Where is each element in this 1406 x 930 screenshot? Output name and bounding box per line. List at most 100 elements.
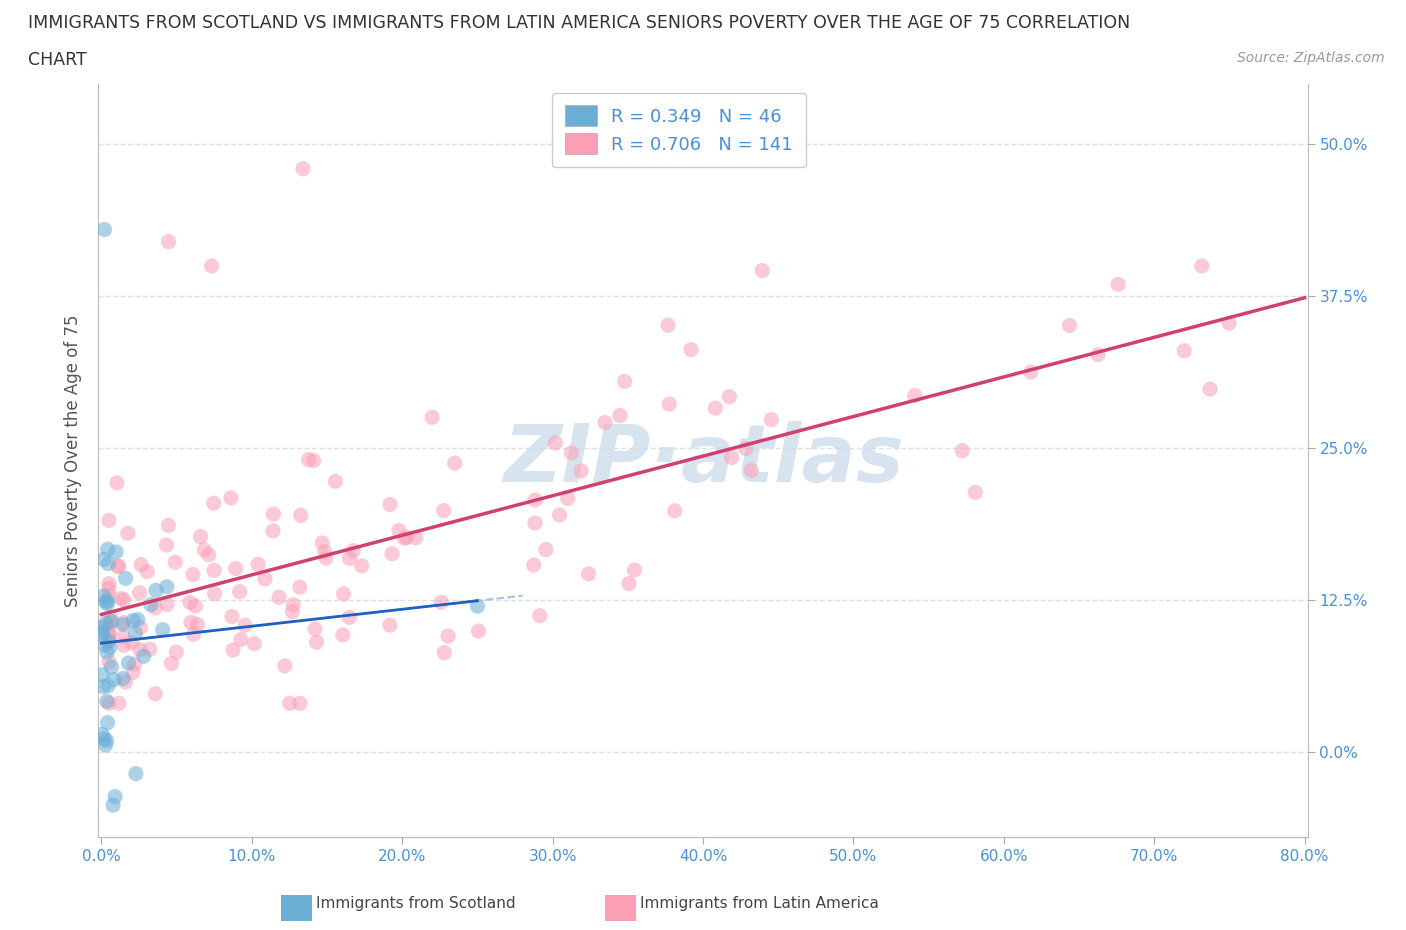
Point <box>623 563 645 578</box>
Point <box>183 627 205 642</box>
Point <box>228 584 250 599</box>
Point <box>219 490 242 505</box>
Text: CHART: CHART <box>28 51 87 69</box>
Text: Source: ZipAtlas.com: Source: ZipAtlas.com <box>1237 51 1385 65</box>
Point <box>314 544 336 559</box>
Point <box>97 628 120 643</box>
Point <box>304 621 326 636</box>
Point <box>1087 347 1109 362</box>
Point <box>112 638 135 653</box>
Point <box>394 531 416 546</box>
Point <box>180 615 202 630</box>
Point <box>97 621 120 636</box>
Point <box>529 608 551 623</box>
Point <box>157 234 180 249</box>
Point <box>91 620 114 635</box>
Point <box>233 618 256 632</box>
Point <box>751 263 773 278</box>
Text: ZIP·atlas: ZIP·atlas <box>502 421 904 499</box>
Point <box>101 798 124 813</box>
Point <box>433 503 456 518</box>
Point <box>145 600 167 615</box>
Point <box>342 543 364 558</box>
Point <box>290 508 312 523</box>
Point <box>96 694 118 709</box>
Point <box>94 737 117 752</box>
Point <box>420 410 443 425</box>
Point <box>337 610 360 625</box>
Point <box>720 450 742 465</box>
Point <box>557 491 579 506</box>
Point <box>129 620 152 635</box>
Point <box>664 503 686 518</box>
Point <box>288 696 311 711</box>
Point <box>107 559 129 574</box>
Point <box>524 493 547 508</box>
Point <box>98 640 121 655</box>
Point <box>283 597 305 612</box>
Text: IMMIGRANTS FROM SCOTLAND VS IMMIGRANTS FROM LATIN AMERICA SENIORS POVERTY OVER T: IMMIGRANTS FROM SCOTLAND VS IMMIGRANTS F… <box>28 14 1130 32</box>
Point <box>433 645 456 660</box>
Point <box>114 674 136 689</box>
Point <box>143 686 166 701</box>
Point <box>253 572 276 587</box>
Point <box>548 508 571 523</box>
Point <box>100 659 122 674</box>
Point <box>262 507 284 522</box>
Point <box>96 644 118 659</box>
Point <box>156 579 179 594</box>
Point <box>94 594 117 609</box>
Point <box>127 612 149 627</box>
Point <box>718 390 741 405</box>
Point <box>104 790 127 804</box>
Point <box>578 566 600 581</box>
Point <box>124 626 146 641</box>
Point <box>186 618 208 632</box>
Point <box>1019 365 1042 379</box>
Point <box>613 374 636 389</box>
Point <box>658 397 681 412</box>
Point <box>122 665 145 680</box>
Point <box>97 654 120 669</box>
Point <box>97 632 120 647</box>
Point <box>190 529 212 544</box>
Point <box>97 542 120 557</box>
Point <box>129 557 152 572</box>
Point <box>97 634 120 649</box>
Point <box>1173 343 1195 358</box>
Point <box>122 613 145 628</box>
Point <box>96 733 118 748</box>
Point <box>112 617 135 631</box>
Point <box>97 678 120 693</box>
Point <box>100 614 122 629</box>
Point <box>181 567 204 582</box>
Point <box>657 318 679 333</box>
Point <box>734 441 756 456</box>
Point <box>1059 318 1081 333</box>
Point <box>609 408 631 423</box>
Point <box>378 498 401 512</box>
Point <box>184 599 207 614</box>
Point <box>94 616 117 631</box>
Point <box>315 551 337 565</box>
Point <box>155 538 177 552</box>
Point <box>108 696 131 711</box>
Point <box>105 475 128 490</box>
Point <box>96 715 118 730</box>
Point <box>262 524 284 538</box>
Point <box>103 672 125 687</box>
Point <box>381 546 404 561</box>
Point <box>704 401 727 416</box>
Point <box>117 656 139 671</box>
Point <box>97 626 120 641</box>
Point <box>96 596 118 611</box>
Point <box>97 513 120 528</box>
Point <box>125 766 148 781</box>
Point <box>93 638 115 653</box>
Point <box>534 542 557 557</box>
Point <box>139 597 162 612</box>
Point <box>114 571 136 586</box>
Point <box>311 536 333 551</box>
Point <box>288 579 311 594</box>
Point <box>904 388 927 403</box>
